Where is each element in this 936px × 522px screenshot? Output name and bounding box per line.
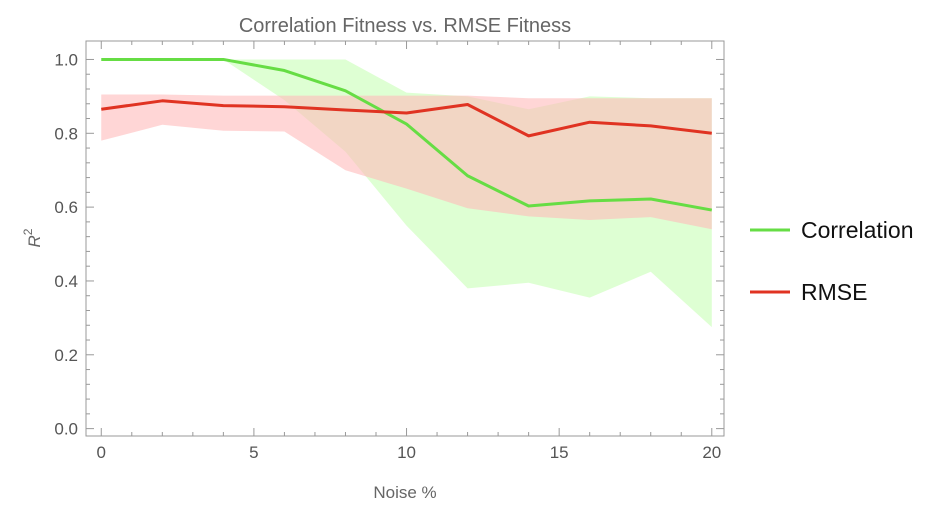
y-tick-label: 0.0	[54, 420, 78, 439]
confidence-bands	[101, 59, 712, 328]
x-axis-title: Noise %	[373, 483, 436, 502]
y-tick-label: 0.2	[54, 346, 78, 365]
chart-title: Correlation Fitness vs. RMSE Fitness	[239, 15, 571, 37]
series-lines	[101, 57, 713, 212]
x-tick-label: 0	[97, 443, 106, 462]
y-tick-label: 1.0	[54, 50, 78, 69]
x-tick-label: 5	[249, 443, 258, 462]
svg-text:R2: R2	[21, 228, 44, 247]
line-rmse	[101, 99, 712, 138]
plot-frame	[85, 40, 725, 437]
legend: Correlation RMSE	[750, 217, 914, 305]
y-tick-label: 0.4	[54, 272, 78, 291]
x-tick-label: 15	[550, 443, 569, 462]
y-tick-label: 0.8	[54, 124, 78, 143]
y-axis-title-superscript: 2	[21, 228, 35, 235]
legend-label-correlation: Correlation	[801, 217, 914, 243]
line-correlation	[101, 57, 713, 212]
y-tick-label: 0.6	[54, 198, 78, 217]
axis-ticks: 0 5 10 15 20 0.0 0.2 0.4 0.6 0.8 1.0	[54, 41, 724, 462]
x-tick-label: 20	[702, 443, 721, 462]
plot-border	[85, 40, 725, 437]
y-axis-title: R2	[21, 228, 44, 247]
x-tick-label: 10	[397, 443, 416, 462]
y-axis-title-base: R	[25, 235, 44, 247]
legend-label-rmse: RMSE	[801, 279, 867, 305]
